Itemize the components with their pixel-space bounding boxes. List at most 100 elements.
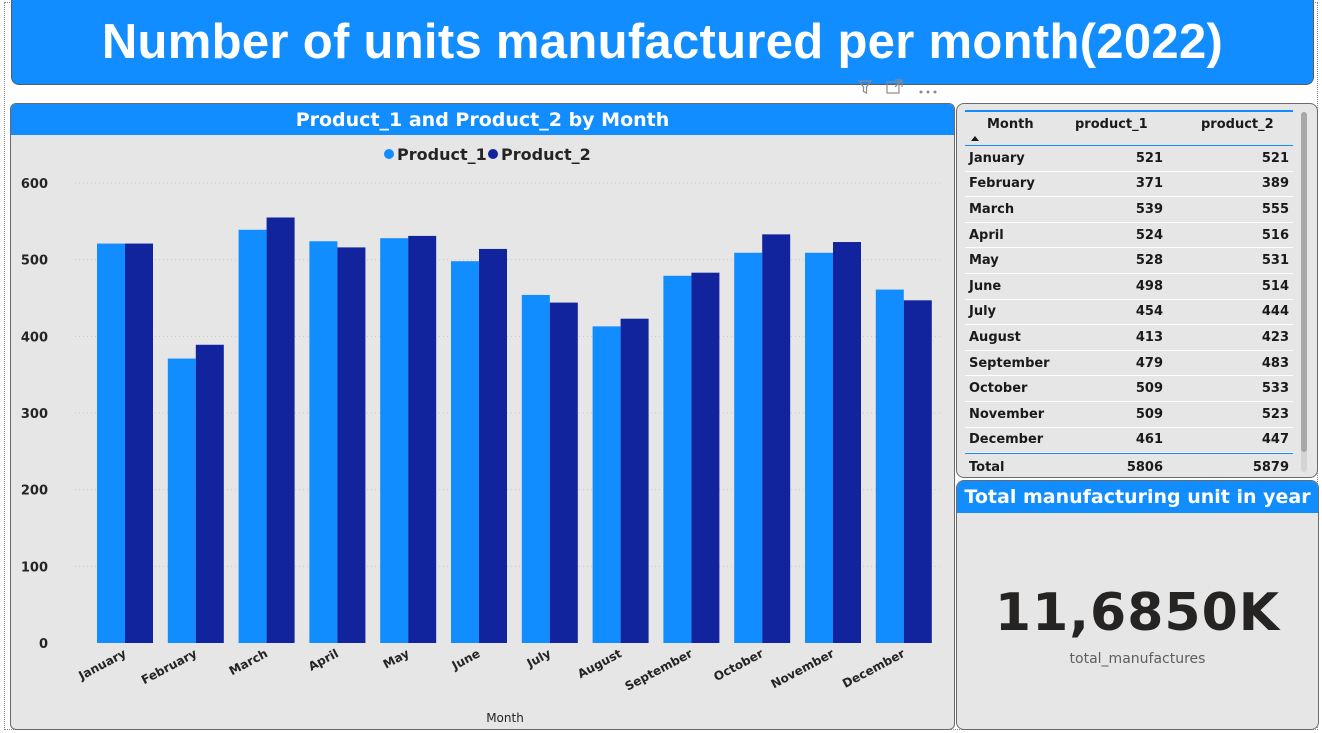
table-cell-product-2: 444 [1261,304,1289,320]
bar-product-1 [238,229,267,643]
table-cell-month: December [969,432,1044,448]
bar-product-1 [805,252,833,643]
table-cell-product-1: 539 [1135,201,1163,217]
table-header-row: Month product_1 product_2 [965,112,1293,146]
table-cell-product-2: 423 [1261,329,1289,345]
table-cell-product-2: 483 [1261,355,1289,371]
table-cell-product-2: 531 [1261,253,1289,269]
card-label: total_manufactures [1069,651,1206,667]
table-cell-product-2: 447 [1261,432,1289,448]
x-tick-label: January [75,646,128,683]
bar-product-1 [521,294,550,643]
table-cell-month: March [969,201,1015,217]
bar-product-1 [451,261,479,643]
table-row[interactable]: November 509 523 [965,402,1293,428]
table-row[interactable]: September 479 483 [965,351,1293,377]
table-cell-product-1: 524 [1135,227,1163,243]
table-row[interactable]: July 454 444 [965,300,1293,326]
bar-product-2 [833,242,861,644]
chart-title: Product_1 and Product_2 by Month [295,108,670,131]
table-cell-product-2: 389 [1261,176,1289,192]
table-row[interactable]: June 498 514 [965,274,1293,300]
table-top-border [965,110,1293,112]
bar-product-2 [408,235,437,643]
table-cell-month: April [969,227,1004,243]
table-cell-product-2: 514 [1261,278,1289,294]
table-cell-product-2: 533 [1261,381,1289,397]
bar-product-2 [762,234,791,643]
table-scrollbar[interactable] [1301,112,1307,472]
table-cell-product-1: 521 [1135,150,1163,166]
bar-product-1 [309,241,338,643]
y-tick-label: 300 [21,407,48,422]
total-label: Total [969,459,1005,475]
table-row[interactable]: December 461 447 [965,428,1293,454]
table-cell-month: November [969,406,1045,422]
x-tick-label: November [769,646,837,691]
column-header-product-2[interactable]: product_2 [1201,117,1274,132]
clustered-column-chart-visual[interactable]: Product_1 and Product_2 by Month 0 100 200… [10,103,955,730]
x-tick-label: September [623,646,695,693]
table-cell-product-2: 516 [1261,227,1289,243]
bar-product-2 [691,272,720,643]
table-row[interactable]: August 413 423 [965,325,1293,351]
x-tick-label: March [227,646,270,678]
table-row[interactable]: October 509 533 [965,376,1293,402]
total-product-1: 5806 [1126,459,1163,475]
table-rows: January 521 521 February 371 389 March 539 555 Ap… [965,146,1301,454]
bar-product-2 [620,318,649,643]
bar-product-2 [125,243,153,644]
table-cell-product-2: 521 [1261,150,1289,166]
column-header-month[interactable]: Month [965,117,1071,141]
table-visual[interactable]: Month product_1 product_2 January 521 521 F… [956,103,1318,478]
table-cell-product-1: 371 [1135,176,1163,192]
column-header-product-1[interactable]: product_1 [1075,117,1148,132]
table-body: Month product_1 product_2 January 521 521 F… [965,110,1301,477]
table-scrollbar-thumb[interactable] [1301,112,1307,452]
table-cell-month: August [969,329,1021,345]
table-cell-product-1: 498 [1135,278,1163,294]
legend-marker-product-1 [384,149,394,159]
table-cell-product-1: 413 [1135,329,1163,345]
chart-header: Product_1 and Product_2 by Month [11,104,954,135]
table-cell-product-1: 479 [1135,355,1163,371]
table-row[interactable]: April 524 516 [965,223,1293,249]
bar-product-1 [663,275,692,643]
card-visual[interactable]: Total manufacturing unit in year 11,6850… [956,480,1319,730]
bar-product-1 [592,326,621,643]
table-cell-month: June [969,278,1002,294]
more-options-icon[interactable] [918,80,938,99]
card-title: Total manufacturing unit in year [964,486,1311,508]
y-tick-label: 0 [39,637,48,652]
table-row[interactable]: January 521 521 [965,146,1293,172]
y-tick-label: 500 [21,254,48,269]
column-chart: 0 100 200 300 400 500 600 Product_1 Product_2 Jan… [21,145,941,725]
table-cell-product-1: 509 [1135,381,1163,397]
x-tick-label: June [449,646,483,673]
x-tick-label: August [575,646,624,681]
x-tick-label: July [524,646,554,671]
focus-mode-icon[interactable] [886,79,904,99]
table-cell-month: July [969,304,997,320]
table-row[interactable]: February 371 389 [965,172,1293,198]
visual-header-toolbar [857,78,954,100]
bar-product-1 [380,238,409,643]
bar-product-1 [97,243,125,644]
x-axis-title: Month [486,711,524,725]
bar-product-1 [167,358,196,643]
filter-icon[interactable] [857,79,873,99]
card-header: Total manufacturing unit in year [957,481,1318,513]
table-row[interactable]: May 528 531 [965,248,1293,274]
report-title: Number of units manufactured per month(2… [101,15,1224,69]
legend-label: Product_2 [501,145,591,164]
bar-product-2 [479,248,507,643]
bar-product-1 [875,289,904,643]
table-cell-product-1: 509 [1135,406,1163,422]
y-tick-label: 100 [21,560,48,575]
sort-ascending-icon[interactable] [971,136,979,141]
table-row[interactable]: March 539 555 [965,197,1293,223]
table-cell-product-1: 454 [1135,304,1163,320]
bar-product-1 [734,252,763,643]
x-tick-label: May [381,646,412,671]
legend-marker-product-2 [488,149,498,159]
